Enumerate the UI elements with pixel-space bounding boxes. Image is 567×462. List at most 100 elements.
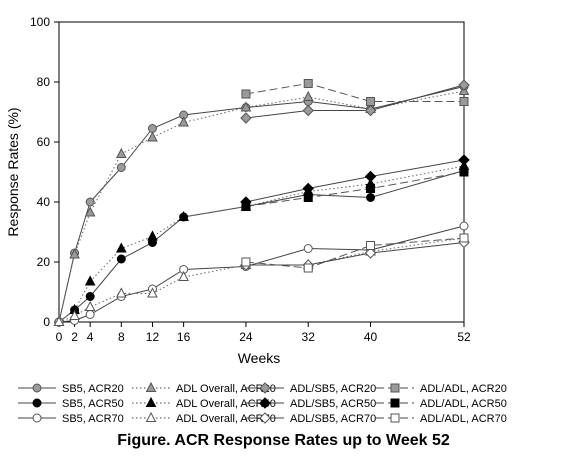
series-line-adl-adl-acr20	[245, 82, 464, 102]
data-point-adl-adl-acr70	[366, 241, 376, 250]
data-point-sb5-acr70	[459, 221, 469, 231]
legend-marker	[390, 398, 400, 408]
series-lines	[58, 82, 465, 323]
legend-marker	[390, 383, 400, 393]
series-markers	[53, 79, 470, 327]
data-point-adl-overall-acr20	[115, 147, 127, 158]
plot-frame	[58, 21, 465, 323]
data-point-adl-overall-acr70	[147, 287, 158, 298]
series-line-adl-overall-acr70	[58, 237, 465, 323]
data-point-adl-adl-acr20	[241, 89, 251, 99]
data-point-adl-overall-acr50	[147, 230, 158, 241]
y-tick-label: 40	[37, 195, 51, 209]
x-tick-label: 2	[71, 330, 78, 344]
x-tick-label: 32	[302, 330, 316, 344]
x-tick-label: 12	[146, 330, 160, 344]
data-point-adl-overall-acr50	[115, 242, 127, 253]
data-point-adl-sb5-acr50	[458, 154, 470, 166]
data-point-adl-adl-acr20	[366, 97, 376, 106]
data-point-sb5-acr20	[116, 163, 126, 172]
x-tick-label: 0	[56, 330, 63, 344]
data-point-sb5-acr20	[85, 197, 95, 207]
legend: SB5, ACR20 ADL Overall, ACR20 ADL/SB5, ACR…	[18, 381, 507, 425]
legend-marker	[32, 398, 42, 408]
data-point-adl-sb5-acr50	[364, 170, 377, 183]
x-tick-label: 8	[118, 330, 125, 344]
legend-label: SB5, ACR70	[62, 413, 124, 425]
legend-label: ADL/ADL, ACR20	[420, 383, 507, 395]
data-point-adl-sb5-acr20	[458, 79, 470, 91]
series-line-adl-overall-acr50	[58, 165, 465, 323]
legend-marker	[145, 381, 157, 392]
legend-marker	[259, 412, 271, 424]
series-line-sb5-acr70	[58, 225, 465, 323]
data-point-adl-overall-acr20	[302, 90, 314, 101]
legend-label: ADL Overall, ACR20	[176, 383, 276, 395]
data-point-adl-adl-acr50	[459, 167, 469, 177]
data-point-adl-adl-acr20	[459, 97, 469, 106]
data-point-sb5-acr50	[116, 254, 126, 264]
series-line-adl-adl-acr50	[245, 171, 465, 207]
data-point-adl-sb5-acr20	[240, 112, 252, 124]
series-line-adl-sb5-acr70	[245, 242, 465, 266]
series-line-adl-overall-acr20	[58, 90, 465, 323]
data-point-adl-adl-acr20	[303, 79, 313, 88]
legend-label: ADL Overall, ACR70	[176, 413, 276, 425]
data-point-sb5-acr50	[85, 292, 95, 301]
data-point-adl-adl-acr70	[303, 263, 313, 273]
series-line-adl-adl-acr70	[245, 237, 465, 269]
legend-marker	[259, 382, 271, 394]
legend-marker	[32, 383, 42, 393]
data-point-adl-adl-acr50	[303, 193, 313, 202]
legend-label: SB5, ACR20	[62, 383, 124, 395]
data-point-adl-overall-acr20	[69, 248, 80, 259]
data-point-sb5-acr70	[303, 244, 313, 253]
x-tick-label: 24	[239, 330, 253, 344]
data-point-adl-overall-acr70	[53, 315, 65, 326]
data-point-adl-sb5-acr70	[364, 247, 377, 259]
series-line-sb5-acr20	[58, 86, 465, 323]
data-point-sb5-acr70	[85, 310, 95, 319]
data-point-sb5-acr50	[366, 193, 376, 202]
x-tick-label: 52	[457, 330, 471, 344]
data-point-adl-overall-acr20	[178, 116, 189, 127]
figure-caption: Figure. ACR Response Rates up to Week 52	[117, 432, 450, 449]
y-tick-label: 80	[37, 75, 51, 89]
legend-marker	[259, 397, 271, 409]
data-point-adl-overall-acr20	[147, 131, 158, 142]
data-point-adl-sb5-acr20	[302, 104, 314, 117]
data-point-adl-overall-acr50	[178, 210, 189, 221]
data-point-adl-sb5-acr20	[364, 104, 377, 117]
y-tick-label: 60	[37, 135, 51, 149]
series-line-adl-sb5-acr20	[245, 84, 465, 119]
data-point-adl-overall-acr70	[178, 270, 189, 281]
data-point-adl-adl-acr70	[459, 233, 469, 243]
y-axis-title: Response Rates (%)	[5, 107, 21, 236]
legend-label: SB5, ACR50	[62, 398, 124, 410]
legend-label: ADL/SB5, ACR20	[290, 383, 376, 395]
legend-marker	[145, 396, 157, 407]
data-point-adl-overall-acr20	[84, 206, 96, 217]
series-line-sb5-acr50	[58, 170, 465, 323]
legend-label: ADL/SB5, ACR70	[290, 413, 376, 425]
y-tick-label: 0	[43, 315, 50, 329]
data-point-sb5-acr20	[147, 124, 157, 133]
y-tick-label: 100	[30, 15, 50, 29]
legend-marker	[145, 411, 157, 422]
series-line-adl-sb5-acr50	[245, 159, 465, 203]
data-point-adl-overall-acr70	[115, 287, 127, 298]
legend-marker	[32, 413, 42, 423]
x-tick-label: 40	[364, 330, 378, 344]
legend-marker	[390, 413, 400, 423]
data-point-adl-overall-acr70	[69, 309, 80, 320]
y-tick-label: 20	[37, 255, 51, 269]
legend-label: ADL/ADL, ACR70	[420, 413, 507, 425]
legend-label: ADL/ADL, ACR50	[420, 398, 507, 410]
x-tick-label: 4	[87, 330, 94, 344]
data-point-adl-overall-acr50	[84, 275, 96, 286]
data-point-adl-overall-acr70	[84, 300, 96, 311]
x-axis-title: Weeks	[238, 350, 281, 366]
data-point-adl-adl-acr50	[241, 202, 251, 211]
